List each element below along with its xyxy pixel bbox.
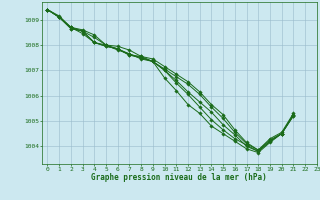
X-axis label: Graphe pression niveau de la mer (hPa): Graphe pression niveau de la mer (hPa)	[91, 173, 267, 182]
